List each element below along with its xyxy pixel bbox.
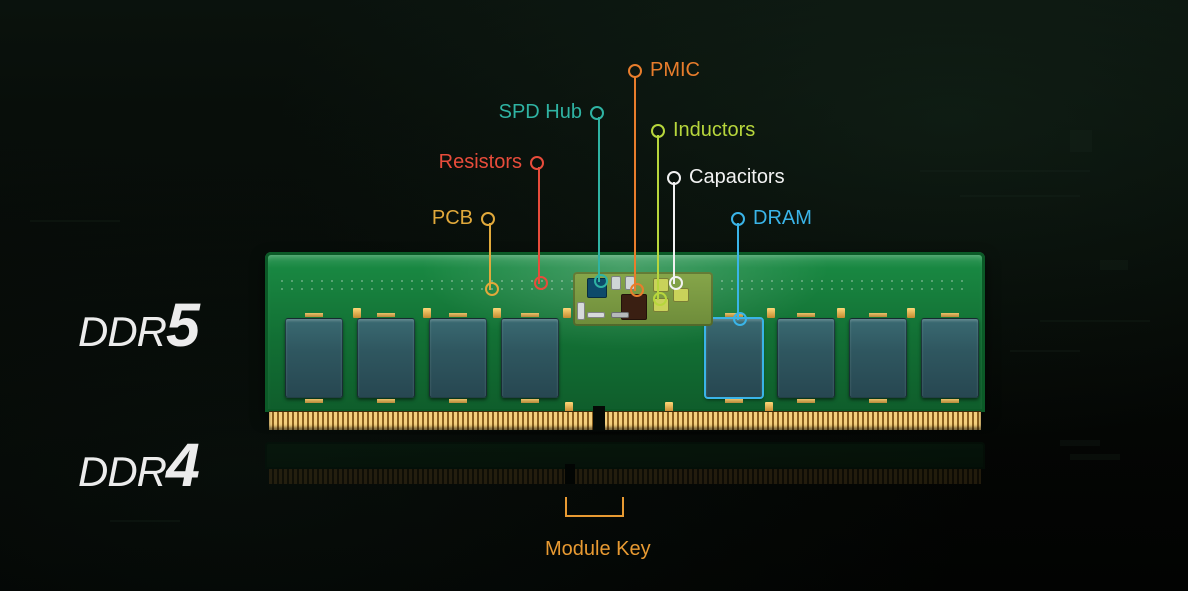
dram-group-right [705,318,979,398]
ddr5-prefix: DDR [78,308,166,355]
gold-pad [767,308,775,318]
ddr5-label: DDR5 [78,290,199,360]
gold-pad [423,308,431,318]
callout-spd_hub: SPD Hub [0,101,612,124]
contact-pins [269,411,981,430]
resistors-leader-line [538,167,540,284]
gold-pad [563,308,571,318]
pmic-dot-icon [628,64,642,78]
gray-cap-1 [611,276,621,290]
resistor-3 [611,312,629,318]
inductors-target-dot-icon [653,292,667,306]
pcb-dot-icon [481,212,495,226]
dram-chip [777,318,835,398]
dram-chip [357,318,415,398]
pcb-label-text: PCB [432,207,473,230]
pcb-board [265,252,985,412]
callout-pcb: PCB [0,207,503,230]
dram-chip-highlighted [705,318,763,398]
callout-pmic: PMIC [620,59,700,82]
dram-target-dot-icon [733,312,747,326]
ddr4-module-ghost [265,442,985,484]
spd_hub-leader-line [598,117,600,282]
resistors-label-text: Resistors [439,151,522,174]
callout-inductors: Inductors [643,119,755,142]
gold-pad [837,308,845,318]
callout-resistors: Resistors [0,151,552,174]
module-key-label: Module Key [545,538,651,561]
ddr4-pins [269,469,981,484]
resistors-target-dot-icon [534,276,548,290]
module-key-bracket [565,497,624,517]
inductors-label-text: Inductors [673,119,755,142]
pmic-leader-line [634,77,636,291]
callout-capacitors: Capacitors [659,166,785,189]
ddr4-prefix: DDR [78,448,166,495]
ddr4-num: 4 [166,431,199,499]
ddr5-num: 5 [166,291,199,359]
dram-chip [429,318,487,398]
ddr4-pcb [265,442,985,469]
gold-pad [907,308,915,318]
ddr5-notch [593,406,605,430]
gold-pad [353,308,361,318]
capacitors-leader-line [673,182,675,284]
dram-chip [921,318,979,398]
capacitors-label-text: Capacitors [689,166,785,189]
dram-leader-line [737,223,739,320]
dram-chip [285,318,343,398]
module-key-text: Module Key [545,538,651,560]
resistor-1 [577,302,585,320]
dram-chip [501,318,559,398]
spd_hub-label-text: SPD Hub [499,101,582,124]
diagram-stage: DDR5 DDR4 Module Key PCBResi [0,0,1188,591]
spd_hub-dot-icon [590,106,604,120]
inductors-leader-line [657,135,659,300]
resistors-dot-icon [530,156,544,170]
dram-chip [849,318,907,398]
ddr4-notch [565,464,575,484]
spd_hub-target-dot-icon [594,274,608,288]
pmic-label-text: PMIC [650,59,700,82]
capacitors-target-dot-icon [669,276,683,290]
inductor-3 [673,288,689,302]
ddr4-label: DDR4 [78,430,199,500]
pmic-target-dot-icon [630,283,644,297]
pcb-target-dot-icon [485,282,499,296]
inductor-1 [653,278,669,292]
gold-pad [493,308,501,318]
pcb-leader-line [489,223,491,290]
dram-group-left [285,318,559,398]
dram-label-text: DRAM [753,207,812,230]
ddr5-module [265,252,985,447]
resistor-2 [587,312,605,318]
